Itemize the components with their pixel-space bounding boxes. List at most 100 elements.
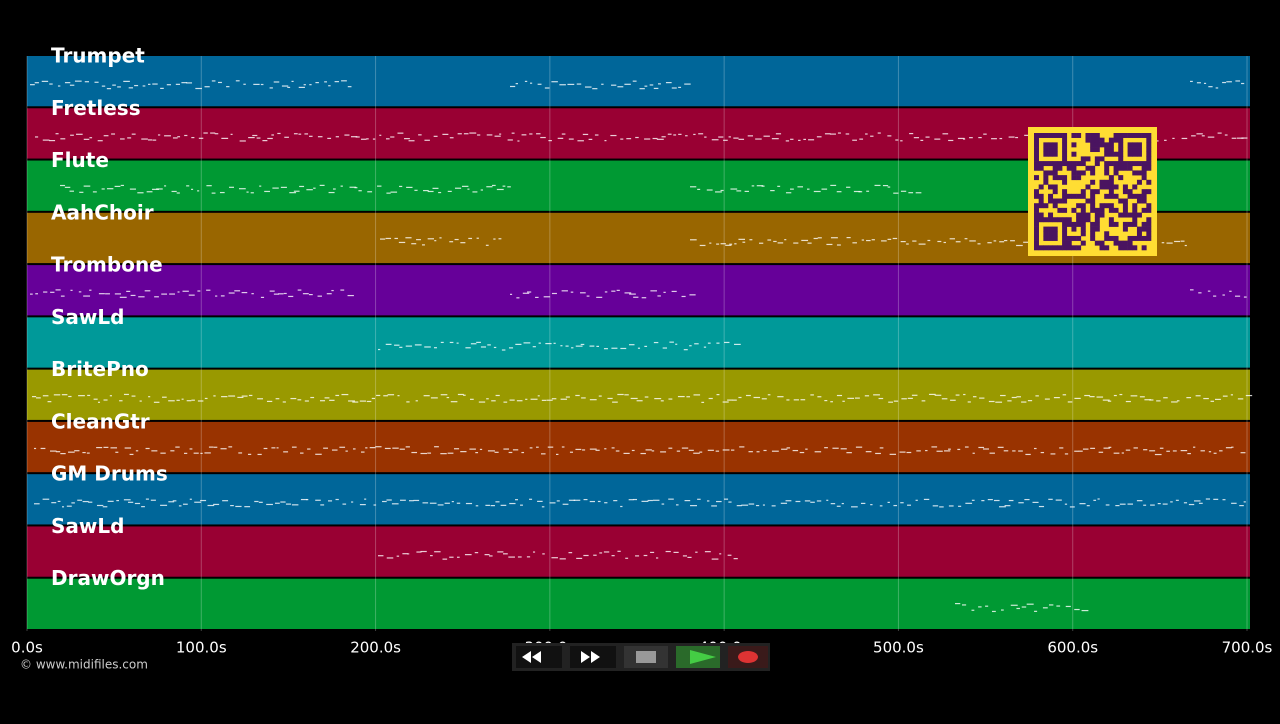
qr-cell — [1108, 193, 1114, 199]
qr-cell — [1034, 161, 1039, 167]
qr-cell — [1108, 189, 1114, 195]
qr-cell — [1146, 217, 1152, 223]
qr-cell — [1034, 189, 1039, 195]
qr-cell — [1090, 193, 1096, 199]
qr-cell — [1127, 133, 1133, 138]
qr-cell — [1132, 133, 1138, 138]
qr-cell — [1118, 147, 1124, 153]
qr-cell — [1066, 245, 1072, 251]
qr-cell — [1090, 198, 1096, 204]
qr-cell — [1062, 137, 1068, 143]
qr-cell — [1038, 203, 1044, 209]
qr-cell — [1085, 133, 1091, 138]
qr-cell — [1118, 245, 1124, 251]
qr-cell — [1113, 184, 1119, 190]
qr-cell — [1043, 151, 1049, 157]
qr-cell — [1099, 212, 1105, 218]
qr-cell — [1141, 189, 1147, 195]
qr-cell — [1052, 226, 1058, 232]
qr-cell — [1090, 207, 1096, 213]
qr-cell — [1048, 198, 1054, 204]
qr-cell — [1146, 151, 1152, 157]
qr-cell — [1108, 161, 1114, 167]
qr-cell — [1076, 175, 1082, 181]
qr-cell — [1066, 193, 1072, 199]
qr-cell — [1043, 217, 1049, 223]
qr-cell — [1118, 198, 1124, 204]
qr-cell — [1062, 142, 1068, 148]
tick-label: 700.0s — [1222, 639, 1273, 657]
forward-button[interactable] — [570, 646, 616, 668]
qr-cell — [1127, 142, 1133, 148]
qr-cell — [1066, 235, 1072, 241]
qr-cell — [1099, 179, 1105, 185]
qr-cell — [1122, 184, 1128, 190]
qr-cell — [1113, 235, 1119, 241]
qr-cell — [1080, 212, 1086, 218]
qr-cell — [1113, 137, 1119, 143]
qr-cell — [1052, 198, 1058, 204]
qr-cell — [1052, 245, 1058, 251]
qr-cell — [1034, 203, 1039, 209]
qr-cell — [1122, 212, 1128, 218]
qr-cell — [1057, 207, 1063, 213]
qr-cell — [1034, 133, 1039, 138]
qr-cell — [1043, 235, 1049, 241]
qr-cell — [1104, 147, 1110, 153]
qr-cell — [1043, 142, 1049, 148]
qr-cell — [1052, 170, 1058, 176]
qr-cell — [1085, 165, 1091, 171]
qr-cell — [1034, 151, 1039, 157]
rewind-button[interactable] — [516, 646, 562, 668]
qr-cell — [1146, 207, 1152, 213]
qr-cell — [1043, 179, 1049, 185]
track-label: AahChoir — [51, 200, 154, 224]
qr-cell — [1034, 193, 1039, 199]
qr-cell — [1043, 161, 1049, 167]
qr-cell — [1146, 147, 1152, 153]
qr-cell — [1146, 165, 1152, 171]
qr-cell — [1099, 245, 1105, 251]
play-button[interactable] — [676, 646, 720, 668]
qr-cell — [1127, 161, 1133, 167]
qr-cell — [1122, 133, 1128, 138]
track-label: SawLd — [51, 514, 124, 538]
qr-cell — [1094, 226, 1100, 232]
qr-cell — [1080, 231, 1086, 237]
qr-cell — [1136, 235, 1142, 241]
qr-cell — [1080, 240, 1086, 246]
qr-cell — [1090, 142, 1096, 148]
qr-cell — [1113, 165, 1119, 171]
qr-cell — [1090, 226, 1096, 232]
qr-cell — [1108, 179, 1114, 185]
qr-cell — [1038, 165, 1044, 171]
qr-cell — [1048, 212, 1054, 218]
track-label: Flute — [51, 148, 109, 172]
record-button[interactable] — [728, 646, 768, 668]
qr-cell — [1034, 147, 1039, 153]
qr-cell — [1118, 240, 1124, 246]
qr-cell — [1108, 217, 1114, 223]
track-band — [27, 369, 1250, 420]
qr-cell — [1090, 221, 1096, 227]
qr-cell — [1127, 193, 1133, 199]
qr-cell — [1099, 184, 1105, 190]
qr-cell — [1136, 193, 1142, 199]
qr-cell — [1071, 235, 1077, 241]
qr-cell — [1034, 137, 1039, 143]
qr-cell — [1104, 231, 1110, 237]
qr-cell — [1052, 184, 1058, 190]
qr-cell — [1141, 175, 1147, 181]
qr-cell — [1076, 235, 1082, 241]
copyright: © www.midifiles.com — [20, 658, 148, 672]
qr-cell — [1094, 217, 1100, 223]
qr-cell — [1048, 170, 1054, 176]
qr-cell — [1127, 212, 1133, 218]
qr-cell — [1062, 245, 1068, 251]
qr-cell — [1108, 147, 1114, 153]
qr-cell — [1071, 161, 1077, 167]
qr-cell — [1122, 221, 1128, 227]
stop-button[interactable] — [624, 646, 668, 668]
qr-cell — [1136, 231, 1142, 237]
qr-cell — [1141, 226, 1147, 232]
